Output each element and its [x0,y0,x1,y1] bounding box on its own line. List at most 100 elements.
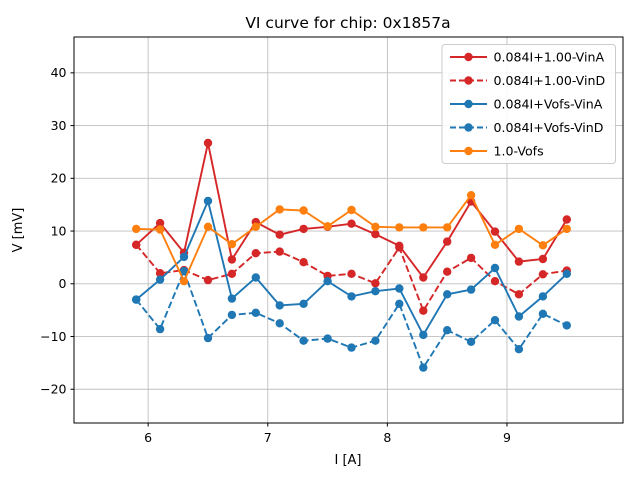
data-point-0.084I+1.00-VinD [203,275,213,285]
data-point-0.084I+1.00-VinA [347,219,356,228]
data-point-0.084I+1.00-VinA [538,254,548,264]
data-point-0.084I+1.00-VinA [275,230,284,239]
data-point-0.084I+1.00-VinD [538,270,548,279]
data-point-0.084I+1.00-VinD [419,306,428,315]
data-point-0.084I+1.00-VinD [132,240,141,249]
data-point-1.0-Vofs [347,205,356,215]
data-point-0.084I+1.00-VinD [514,290,524,299]
legend-item-label: 0.084I+Vofs-VinD [494,120,604,135]
data-point-0.084I+1.00-VinD [299,258,308,267]
y-tick-label: 40 [51,65,67,80]
data-point-1.0-Vofs [419,223,428,232]
legend-item-0.084I+Vofs-VinD: 0.084I+Vofs-VinD [450,120,603,135]
data-point-0.084I+Vofs-VinD [132,295,141,304]
legend-item-0.084I+Vofs-VinA: 0.084I+Vofs-VinA [450,97,603,112]
data-point-0.084I+Vofs-VinA [443,290,452,299]
data-point-0.084I+Vofs-VinA [538,292,548,301]
data-point-0.084I+1.00-VinA [562,215,571,224]
x-tick-label: 6 [144,430,152,445]
legend-sample-marker [464,146,473,156]
data-point-0.084I+Vofs-VinD [443,326,452,335]
data-point-0.084I+Vofs-VinD [203,333,213,343]
plot-area: 6 7 8 9−20−100102030400.084I+1.00-VinA0.084… [40,36,624,445]
data-point-0.084I+Vofs-VinA [323,277,332,286]
data-point-0.084I+Vofs-VinD [419,363,428,372]
data-point-0.084I+Vofs-VinD [562,321,571,330]
y-axis-label: V [mV] [11,208,26,253]
data-point-0.084I+Vofs-VinA [347,292,356,301]
data-point-0.084I+1.00-VinA [490,227,500,236]
data-point-0.084I+Vofs-VinA [251,273,260,282]
data-point-0.084I+1.00-VinA [443,237,452,246]
data-point-0.084I+Vofs-VinA [419,330,428,340]
legend-sample-marker [464,76,473,85]
data-point-1.0-Vofs [323,222,332,231]
data-point-1.0-Vofs [203,222,213,231]
data-point-0.084I+Vofs-VinD [514,345,524,354]
data-point-0.084I+Vofs-VinA [227,294,237,303]
data-point-0.084I+Vofs-VinA [155,275,165,284]
data-point-0.084I+1.00-VinA [514,257,524,266]
data-point-0.084I+Vofs-VinA [562,269,571,278]
legend-sample-marker [464,123,473,132]
data-point-1.0-Vofs [443,223,452,232]
data-point-1.0-Vofs [514,224,524,234]
data-point-0.084I+1.00-VinA [371,230,380,239]
data-point-0.084I+Vofs-VinA [203,196,213,206]
data-point-0.084I+Vofs-VinD [347,343,356,352]
data-point-0.084I+Vofs-VinA [275,301,284,310]
x-tick-label: 9 [503,430,511,445]
data-point-0.084I+Vofs-VinA [371,287,380,296]
data-point-0.084I+Vofs-VinD [227,310,237,320]
data-point-0.084I+Vofs-VinD [275,319,284,328]
legend-item-label: 0.084I+1.00-VinA [494,50,605,65]
chart-title: VI curve for chip: 0x1857a [245,14,450,32]
data-point-0.084I+1.00-VinD [227,269,237,278]
data-point-0.084I+1.00-VinD [275,247,284,256]
data-point-1.0-Vofs [227,240,237,249]
data-point-1.0-Vofs [538,241,548,250]
legend-item-label: 0.084I+1.00-VinD [494,73,606,88]
data-point-0.084I+1.00-VinD [490,277,500,286]
data-point-1.0-Vofs [395,223,404,232]
legend: 0.084I+1.00-VinA 0.084I+1.00-VinD 0.084I+V… [441,44,616,164]
data-point-0.084I+Vofs-VinD [395,299,404,308]
data-point-1.0-Vofs [299,206,308,215]
data-point-1.0-Vofs [251,222,260,231]
legend-item-0.084I+1.00-VinA: 0.084I+1.00-VinA [450,50,604,65]
data-point-0.084I+1.00-VinA [299,224,308,234]
data-point-1.0-Vofs [490,240,500,249]
y-tick-label: −20 [40,382,66,397]
data-point-1.0-Vofs [466,191,476,200]
data-point-0.084I+1.00-VinA [419,273,428,282]
data-point-0.084I+Vofs-VinD [155,324,165,334]
data-point-0.084I+Vofs-VinA [299,299,308,308]
data-point-0.084I+Vofs-VinD [251,308,260,317]
data-point-0.084I+Vofs-VinA [466,285,476,294]
data-point-0.084I+1.00-VinD [155,269,165,278]
legend-sample-marker [464,52,473,62]
data-point-0.084I+1.00-VinD [347,269,356,278]
data-point-0.084I+1.00-VinA [203,138,213,148]
data-point-0.084I+1.00-VinD [443,267,452,276]
data-point-0.084I+1.00-VinD [371,279,380,288]
x-tick-label: 7 [264,430,272,445]
data-point-1.0-Vofs [132,224,141,234]
data-point-1.0-Vofs [155,225,165,234]
data-point-0.084I+Vofs-VinD [466,337,476,346]
y-tick-label: −10 [40,329,66,344]
legend-sample-marker [464,99,473,109]
data-point-1.0-Vofs [562,224,571,234]
data-point-0.084I+Vofs-VinA [490,263,500,273]
data-point-0.084I+Vofs-VinD [299,336,308,345]
data-point-1.0-Vofs [179,277,189,286]
data-point-0.084I+1.00-VinD [466,253,476,263]
data-point-0.084I+Vofs-VinA [514,312,524,321]
legend-item-0.084I+1.00-VinD: 0.084I+1.00-VinD [450,73,605,88]
legend-box [441,44,616,164]
data-point-0.084I+1.00-VinA [227,255,237,264]
data-point-0.084I+1.00-VinD [395,243,404,252]
data-point-0.084I+Vofs-VinA [179,252,189,262]
x-tick-label: 8 [383,430,391,445]
